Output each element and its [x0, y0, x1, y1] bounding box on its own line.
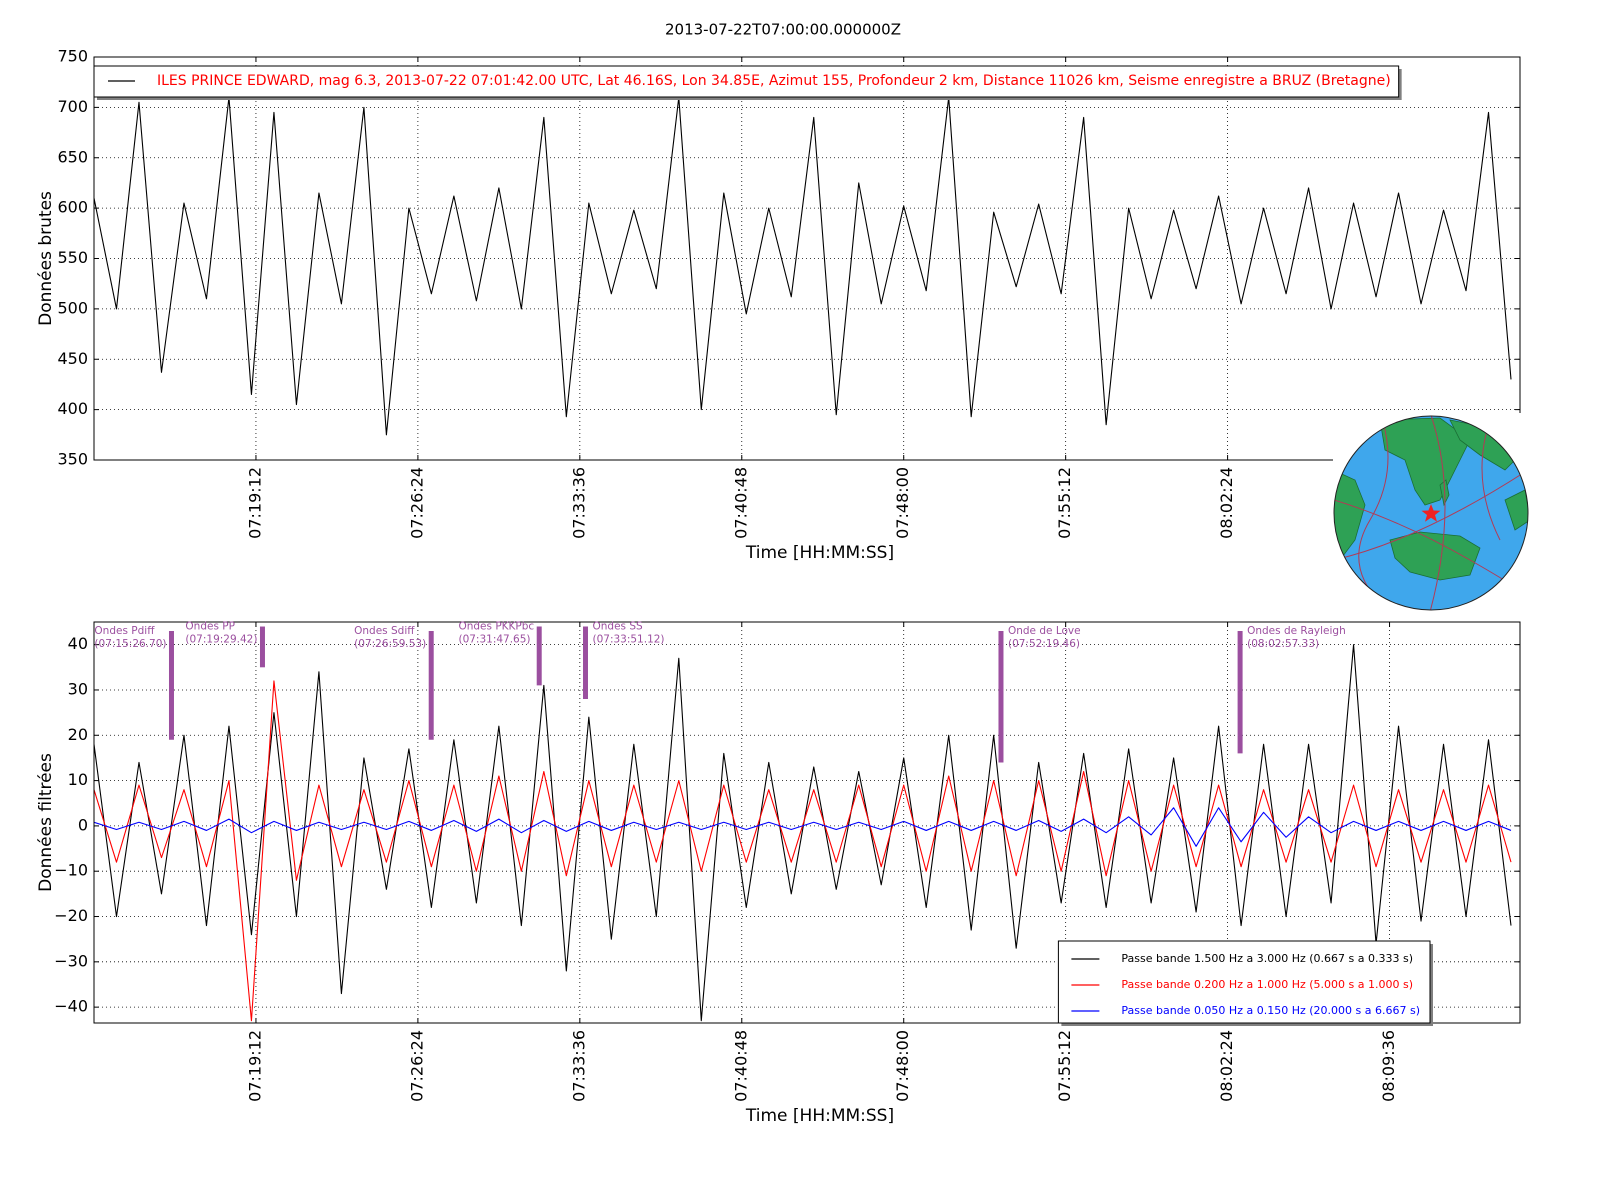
y-tick-label: −30	[54, 951, 88, 970]
phase-time: (07:52:19.46)	[1008, 638, 1080, 650]
x-tick-label: 07:40:48	[731, 1030, 750, 1102]
legend-label: Passe bande 0.050 Hz a 0.150 Hz (20.000 …	[1121, 1004, 1420, 1017]
x-tick-label: 07:33:36	[569, 1030, 588, 1102]
x-tick-label: 07:55:12	[1055, 1030, 1074, 1102]
legend-label: ILES PRINCE EDWARD, mag 6.3, 2013-07-22 …	[157, 73, 1391, 89]
phase-time: (07:33:51.12)	[592, 634, 664, 646]
phase-label: Ondes PP	[185, 621, 235, 633]
x-tick-label: 07:48:00	[893, 467, 912, 539]
y-tick-label: 400	[57, 399, 88, 418]
y-tick-label: 600	[57, 198, 88, 217]
phase-label: Ondes PKKPbc	[458, 621, 534, 633]
phase-label: Ondes Pdiff	[94, 625, 155, 637]
y-tick-label: −40	[54, 997, 88, 1016]
x-tick-label: 07:26:24	[407, 467, 426, 539]
x-tick-label: 07:40:48	[731, 467, 750, 539]
x-tick-label: 07:19:12	[245, 1030, 264, 1102]
phase-time: (07:26:59.53)	[354, 638, 426, 650]
phase-time: (07:31:47.65)	[458, 634, 530, 646]
x-tick-label: 07:48:00	[893, 1030, 912, 1102]
phase-label: Ondes Sdiff	[354, 625, 415, 637]
globe-gridline	[1429, 416, 1446, 610]
y-tick-label: 20	[68, 725, 88, 744]
y-tick-label: 750	[57, 47, 88, 66]
y-axis-label: Données filtrées	[36, 753, 56, 892]
legend: Passe bande 1.500 Hz a 3.000 Hz (0.667 s…	[1057, 940, 1433, 1026]
plot-lines	[94, 644, 1512, 1022]
phase-label: Onde de Love	[1008, 625, 1081, 637]
series-line	[94, 807, 1512, 847]
phase-time: (07:19:29.42)	[185, 634, 257, 646]
y-tick-label: 10	[68, 770, 88, 789]
plot-frame	[93, 56, 1521, 461]
y-tick-label: 550	[57, 248, 88, 267]
figure-title: 2013-07-22T07:00:00.000000Z	[665, 21, 901, 39]
x-tick-label: 07:55:12	[1055, 467, 1074, 539]
y-tick-label: 350	[57, 450, 88, 469]
y-tick-label: 40	[68, 634, 88, 653]
plot-lines	[94, 96, 1512, 436]
y-tick-label: 500	[57, 298, 88, 317]
x-tick-label: 07:26:24	[407, 1030, 426, 1102]
x-axis-label: Time [HH:MM:SS]	[745, 1106, 894, 1126]
phase-label: Ondes de Rayleigh	[1247, 625, 1346, 637]
phase-time: (07:15:26.70)	[94, 638, 166, 650]
x-tick-label: 07:33:36	[569, 467, 588, 539]
y-axis-label: Données brutes	[36, 191, 56, 326]
legend-label: Passe bande 1.500 Hz a 3.000 Hz (0.667 s…	[1121, 952, 1413, 965]
x-axis-label: Time [HH:MM:SS]	[745, 543, 894, 563]
series-line	[94, 644, 1512, 1022]
plot-frame	[93, 621, 1521, 1024]
y-tick-label: −20	[54, 906, 88, 925]
globe-edge	[1333, 415, 1529, 611]
globe-land	[1504, 489, 1528, 531]
y-tick-label: 650	[57, 147, 88, 166]
globe-gridline	[1334, 469, 1528, 561]
globe-land	[1334, 469, 1366, 561]
y-tick-label: 0	[78, 815, 88, 834]
x-tick-label: 08:02:24	[1217, 467, 1236, 539]
globe-land	[1389, 531, 1481, 581]
legend-label: Passe bande 0.200 Hz a 1.000 Hz (5.000 s…	[1121, 978, 1413, 991]
legend-box	[1057, 940, 1431, 1024]
x-tick-label: 08:02:24	[1217, 1030, 1236, 1102]
legend-box	[93, 65, 1400, 98]
y-tick-label: 700	[57, 97, 88, 116]
legend: ILES PRINCE EDWARD, mag 6.3, 2013-07-22 …	[93, 65, 1402, 100]
y-tick-label: −10	[54, 861, 88, 880]
x-tick-label: 07:19:12	[245, 467, 264, 539]
globe	[1334, 416, 1528, 610]
globe-inset	[1333, 413, 1533, 613]
y-tick-label: 30	[68, 679, 88, 698]
epicenter-star	[1421, 504, 1441, 522]
x-tick-label: 08:09:36	[1379, 1030, 1398, 1102]
phase-time: (08:02:57.33)	[1247, 638, 1319, 650]
phase-label: Ondes SS	[592, 621, 643, 633]
series-line	[94, 96, 1512, 436]
y-tick-label: 450	[57, 349, 88, 368]
